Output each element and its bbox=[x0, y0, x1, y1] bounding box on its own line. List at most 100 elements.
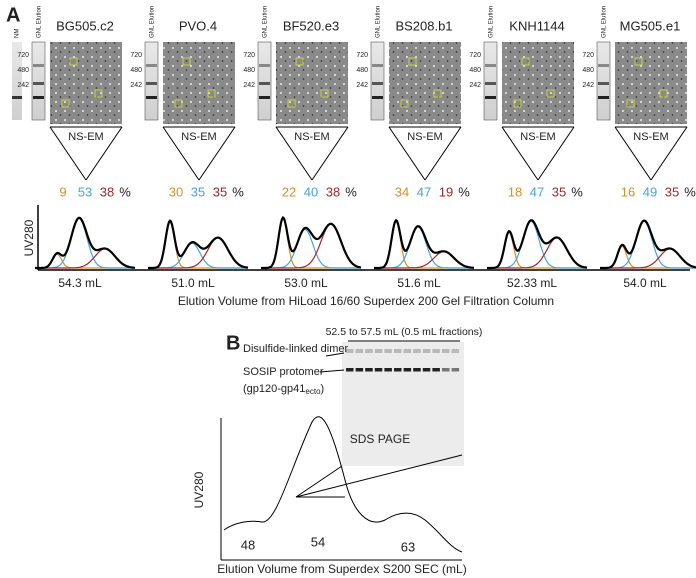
ladder-label: 480 bbox=[17, 67, 29, 74]
fraction-value: 35 bbox=[552, 184, 566, 199]
gel-band bbox=[442, 349, 450, 353]
bracket-line bbox=[162, 126, 200, 181]
y-axis-label: UV280 bbox=[22, 219, 36, 256]
gel-band bbox=[374, 349, 383, 353]
lane-label: GNL Elution bbox=[150, 6, 156, 38]
label-bg bbox=[402, 130, 448, 144]
panel-label: B bbox=[226, 332, 240, 354]
gel-band bbox=[394, 349, 402, 353]
ladder-label: 720 bbox=[582, 52, 594, 59]
particle-box bbox=[626, 99, 635, 108]
method-label: NS-EM bbox=[181, 131, 216, 143]
band-label: SOSIP protomer bbox=[243, 366, 324, 378]
label-bg bbox=[63, 130, 109, 144]
bracket-line bbox=[424, 126, 462, 181]
gel-band bbox=[442, 368, 450, 372]
gel-band bbox=[422, 349, 431, 353]
fraction-value: 35 bbox=[665, 184, 679, 199]
ladder-label: 242 bbox=[582, 82, 594, 89]
gel-band bbox=[146, 82, 157, 85]
em-image bbox=[502, 42, 574, 124]
ladder-label: 480 bbox=[356, 67, 368, 74]
gel-band bbox=[372, 82, 383, 85]
lane-label: GNL Elution bbox=[376, 6, 382, 38]
leader-line bbox=[319, 369, 345, 373]
peak-label: 48 bbox=[241, 537, 255, 552]
particle-box bbox=[174, 99, 183, 108]
gel-band bbox=[365, 349, 373, 353]
fit-curve bbox=[487, 231, 587, 269]
gel-band bbox=[33, 96, 44, 99]
peak-label: 54 bbox=[311, 534, 325, 549]
gel-band bbox=[451, 368, 460, 372]
gel-band bbox=[451, 349, 460, 353]
gel-band bbox=[384, 368, 392, 372]
ladder-label: 242 bbox=[356, 82, 368, 89]
particle-box bbox=[320, 89, 329, 98]
gel-band bbox=[598, 96, 609, 99]
gel-band bbox=[598, 82, 609, 85]
percent-unit: % bbox=[232, 184, 244, 199]
lane-label: GNL Elution bbox=[489, 6, 495, 38]
label-bg bbox=[176, 130, 222, 144]
fraction-value: 38 bbox=[326, 184, 340, 199]
gel-lane bbox=[483, 41, 498, 121]
gel-band bbox=[372, 96, 383, 99]
particle-box bbox=[546, 89, 555, 98]
gel-band bbox=[12, 96, 22, 99]
percent-unit: % bbox=[571, 184, 583, 199]
bracket-line bbox=[85, 126, 123, 181]
particle-box bbox=[61, 99, 70, 108]
percent-unit: % bbox=[119, 184, 131, 199]
particle-box bbox=[400, 99, 409, 108]
panel-label: A bbox=[6, 4, 20, 26]
fraction-value: 19 bbox=[439, 184, 453, 199]
lane-label: GNL Elution bbox=[37, 6, 43, 38]
particle-box bbox=[521, 57, 530, 66]
method-label: NS-EM bbox=[520, 131, 555, 143]
lane-label: GNL Elution bbox=[602, 6, 608, 38]
em-image bbox=[50, 42, 122, 124]
elution-volume: 51.0 mL bbox=[171, 276, 215, 290]
method-label: NS-EM bbox=[633, 131, 668, 143]
fraction-value: 22 bbox=[282, 184, 296, 199]
bracket-line bbox=[650, 126, 688, 181]
fit-curve bbox=[261, 223, 362, 269]
ladder-label: 480 bbox=[130, 67, 142, 74]
fraction-value: 49 bbox=[643, 184, 657, 199]
gel-band bbox=[355, 349, 364, 353]
gel-band bbox=[33, 82, 44, 85]
method-label: NS-EM bbox=[407, 131, 442, 143]
ladder-label: 242 bbox=[243, 82, 255, 89]
particle-box bbox=[513, 99, 522, 108]
sample-name: BS208.b1 bbox=[395, 18, 452, 33]
gel-band bbox=[355, 368, 364, 372]
x-axis-label: Elution Volume from Superdex S200 SEC (m… bbox=[217, 562, 466, 576]
ladder-label: 242 bbox=[469, 82, 481, 89]
ladder-label: 720 bbox=[243, 52, 255, 59]
elution-volume: 54.3 mL bbox=[58, 276, 102, 290]
fraction-value: 47 bbox=[417, 184, 431, 199]
em-image bbox=[615, 42, 687, 124]
percent-unit: % bbox=[684, 184, 696, 199]
particle-box bbox=[659, 89, 668, 98]
gel-band bbox=[346, 349, 354, 353]
gel-band bbox=[598, 64, 609, 67]
fraction-value: 9 bbox=[59, 184, 66, 199]
gel-band bbox=[259, 64, 270, 67]
band-label: Disulfide-linked dimer bbox=[243, 343, 348, 355]
particle-box bbox=[634, 57, 643, 66]
gel-band bbox=[374, 368, 383, 372]
bracket-line bbox=[537, 126, 575, 181]
ladder-label: 720 bbox=[130, 52, 142, 59]
gel-lanes bbox=[346, 349, 460, 372]
gel-band bbox=[384, 349, 392, 353]
sample-name: BG505.c2 bbox=[56, 18, 114, 33]
bracket-line bbox=[311, 126, 349, 181]
bracket-line bbox=[275, 126, 313, 181]
particle-box bbox=[182, 57, 191, 66]
elution-volume: 54.0 mL bbox=[623, 276, 667, 290]
em-image bbox=[276, 42, 348, 124]
ladder-label: 720 bbox=[17, 52, 29, 59]
